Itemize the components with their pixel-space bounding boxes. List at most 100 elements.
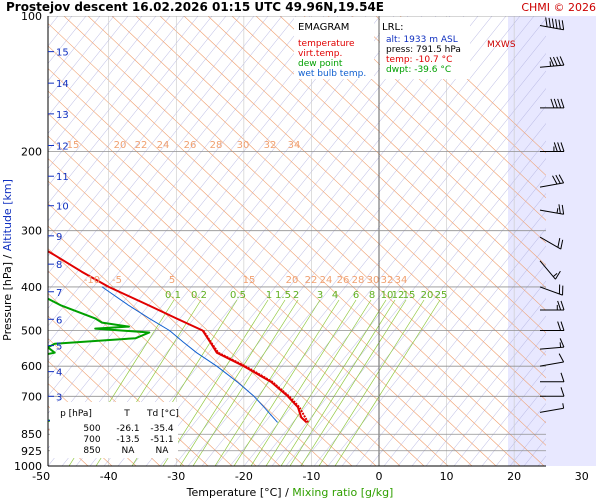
mixing-ratio-label: 1: [266, 290, 272, 301]
dry-adiabat-line: [48, 45, 497, 466]
pressure-tick-label: 850: [21, 428, 42, 441]
wind-barb: [540, 142, 565, 152]
wind-barb: [540, 321, 565, 332]
dry-adiabat-line: [63, 16, 545, 466]
pressure-tick-label: 100: [21, 10, 42, 23]
moist-adiabat-line: [103, 16, 465, 466]
altitude-tick-label: 12: [56, 142, 69, 153]
temperature-tick-label: -40: [100, 470, 118, 483]
moist-adiabat-line: [89, 16, 451, 466]
moist-adiabat-line: [411, 298, 546, 466]
mixing-ratio-line: [334, 299, 441, 466]
mixing-ratio-label: 20: [421, 290, 434, 301]
dry-adiabat-line: [48, 90, 449, 466]
mixing-ratio-label: 0.5: [230, 290, 246, 301]
dry-adiabat-line: [48, 225, 305, 466]
wind-panel: [508, 16, 596, 466]
wind-barbs-layer: [539, 17, 565, 413]
wind-barb-flag: [560, 372, 565, 382]
dry-adiabat-line: [48, 135, 401, 466]
mixing-ratio-label: 0.1: [165, 290, 181, 301]
wind-barb-staff: [539, 407, 564, 413]
table-header-p: p [hPa]: [60, 409, 92, 419]
dry-adiabat-line: [87, 16, 546, 446]
table-header-td: Td [°C]: [146, 409, 179, 419]
wind-barb-staff: [539, 361, 564, 367]
pressure-tick-label: 500: [21, 325, 42, 338]
dry-adiabat-line: [48, 248, 281, 466]
lrl-press: press: 791.5 hPa: [386, 45, 461, 55]
wind-barb-flag: [560, 387, 565, 397]
moist-adiabat-line: [425, 315, 546, 466]
dry-adiabat-line: [48, 68, 473, 466]
altitude-tick-label: 14: [56, 79, 69, 90]
wind-barb-flag: [552, 56, 558, 66]
mxws-label: MXWS: [487, 40, 516, 50]
wind-barb-flag: [559, 56, 565, 66]
dry-adiabat-line: [207, 16, 546, 334]
dry-adiabat-line: [327, 16, 546, 221]
moist-adiabat-line: [341, 210, 546, 466]
mixing-ratio-label: 25: [435, 290, 448, 301]
altitude-tick-label: 9: [56, 232, 62, 243]
lrl-temp: temp: -10.7 °C: [386, 55, 452, 65]
moist-adiabat-line: [271, 123, 546, 466]
mixing-ratio-line: [179, 299, 286, 466]
pressure-tick-label: 925: [21, 445, 42, 458]
moist-adiabat-line: [369, 245, 546, 466]
pressure-tick-label: 200: [21, 145, 42, 158]
wind-barb-flag: [560, 98, 565, 109]
wind-barb: [540, 372, 565, 383]
mixing-ratio-label: 8: [369, 290, 375, 301]
temperature-tick-label: -50: [32, 470, 50, 483]
series-line-virt-temp: [202, 329, 309, 423]
dry-adiabat-line: [48, 315, 209, 466]
theta-label: -10: [84, 275, 100, 286]
table-cell: NA: [122, 446, 136, 456]
mixing-ratio-line: [265, 299, 372, 466]
labels-layer: 1002003004005006007008509251000234567891…: [14, 10, 589, 483]
wind-barb-flag: [550, 98, 555, 109]
temperature-tick-label: -30: [167, 470, 185, 483]
wind-barb-flag: [557, 300, 562, 311]
moist-adiabat-line: [215, 53, 546, 466]
moist-adiabat-line: [383, 263, 546, 466]
dry-adiabat-line: [48, 360, 161, 466]
moist-adiabat-line: [257, 105, 546, 466]
moist-adiabat-line: [48, 16, 339, 379]
mixing-ratio-label: 2: [293, 290, 299, 301]
mixing-ratio-label: 12: [392, 290, 405, 301]
temperature-tick-label: 10: [440, 470, 454, 483]
wind-barb: [540, 300, 565, 311]
wind-barb-flag: [558, 353, 565, 363]
pressure-tick-label: 700: [21, 390, 42, 403]
theta-label: -5: [112, 275, 122, 286]
wind-barb-half-flag: [556, 208, 559, 214]
chart-title: Prostejov descent 16.02.2026 01:15 UTC 4…: [6, 0, 384, 14]
mixing-ratio-line: [300, 299, 407, 466]
moist-adiabat-line: [229, 70, 546, 466]
temperature-tick-label: 0: [376, 470, 383, 483]
theta-label: 26: [184, 140, 197, 151]
dry-adiabat-line: [48, 180, 353, 466]
wind-barb: [539, 353, 565, 367]
lrl-dwpt: dwpt: -39.6 °C: [386, 65, 451, 75]
moist-adiabat-line: [48, 16, 311, 344]
temperature-tick-label: -20: [235, 470, 253, 483]
theta-label: 24: [320, 275, 333, 286]
legend-item-temperature: temperature: [298, 39, 355, 49]
mixing-ratio-line: [192, 299, 299, 466]
dry-adiabat-line: [48, 383, 137, 466]
wind-barb-flag: [557, 238, 561, 248]
theta-label: 28: [352, 275, 365, 286]
theta-label: 24: [157, 140, 170, 151]
wind-barb-staff: [539, 64, 564, 68]
x-axis-title: Temperature [°C] / Mixing ratio [g/kg]: [186, 486, 394, 499]
theta-label: 15: [243, 275, 256, 286]
moist-adiabat-line: [48, 16, 171, 169]
moist-adiabat-line: [145, 16, 507, 466]
copyright-text: CHMI © 2026: [521, 1, 596, 14]
wind-barb-flag: [557, 321, 562, 331]
y-axis-title: Pressure [hPa] / Altitude [km]: [1, 179, 14, 341]
